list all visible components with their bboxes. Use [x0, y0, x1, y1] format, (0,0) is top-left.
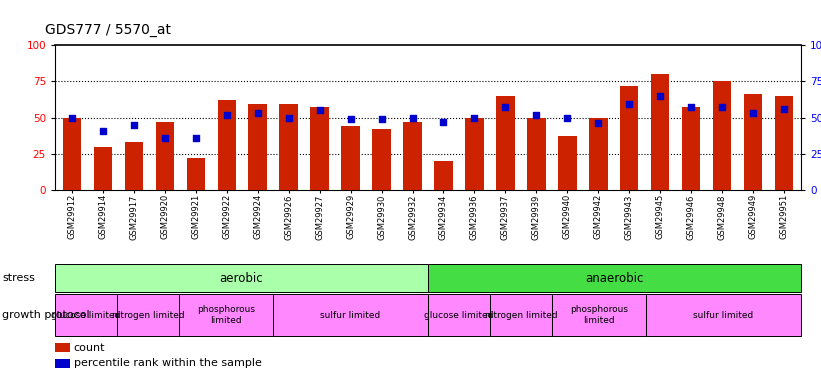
Point — [282, 114, 296, 120]
Bar — [273, 294, 428, 336]
Bar — [156, 122, 174, 190]
Point — [685, 104, 698, 110]
Point — [158, 135, 172, 141]
Bar — [249, 105, 267, 190]
Point — [96, 128, 109, 134]
Bar — [55, 294, 117, 336]
Point — [344, 116, 357, 122]
Bar — [527, 117, 546, 190]
Bar — [55, 343, 70, 352]
Bar — [117, 294, 179, 336]
Bar — [125, 142, 143, 190]
Bar — [713, 81, 732, 190]
Text: sulfur limited: sulfur limited — [320, 310, 380, 320]
Point — [127, 122, 140, 128]
Text: glucose limited: glucose limited — [52, 310, 121, 320]
Bar — [428, 264, 801, 292]
Point — [715, 104, 728, 110]
Point — [190, 135, 203, 141]
Text: count: count — [74, 343, 105, 352]
Bar — [342, 126, 360, 190]
Point — [622, 102, 635, 108]
Point — [468, 114, 481, 120]
Bar — [681, 107, 700, 190]
Bar — [94, 147, 112, 190]
Bar — [434, 161, 452, 190]
Bar — [55, 264, 428, 292]
Bar — [62, 117, 81, 190]
Bar — [589, 117, 608, 190]
Text: phosphorous
limited: phosphorous limited — [570, 305, 628, 325]
Text: phosphorous
limited: phosphorous limited — [197, 305, 255, 325]
Point — [251, 110, 264, 116]
Point — [592, 120, 605, 126]
Bar — [55, 359, 70, 368]
Bar — [496, 96, 515, 190]
Bar — [186, 158, 205, 190]
Point — [406, 114, 419, 120]
Text: stress: stress — [2, 273, 34, 283]
Bar — [466, 117, 484, 190]
Bar — [428, 294, 490, 336]
Point — [66, 114, 79, 120]
Bar — [651, 74, 669, 190]
Point — [375, 116, 388, 122]
Text: GDS777 / 5570_at: GDS777 / 5570_at — [45, 23, 171, 37]
Text: nitrogen limited: nitrogen limited — [485, 310, 557, 320]
Text: anaerobic: anaerobic — [585, 272, 644, 285]
Bar — [490, 294, 553, 336]
Point — [499, 104, 512, 110]
Point — [220, 112, 233, 118]
Point — [654, 93, 667, 99]
Text: aerobic: aerobic — [220, 272, 264, 285]
Bar — [620, 86, 639, 190]
Bar — [372, 129, 391, 190]
Point — [437, 119, 450, 125]
Point — [746, 110, 759, 116]
Point — [777, 106, 791, 112]
Bar — [558, 136, 576, 190]
Bar — [218, 100, 236, 190]
Point — [313, 107, 326, 113]
Text: percentile rank within the sample: percentile rank within the sample — [74, 358, 262, 368]
Bar — [279, 105, 298, 190]
Text: growth protocol: growth protocol — [2, 310, 89, 320]
Point — [530, 112, 543, 118]
Bar — [775, 96, 793, 190]
Bar — [403, 122, 422, 190]
Text: nitrogen limited: nitrogen limited — [112, 310, 185, 320]
Text: sulfur limited: sulfur limited — [693, 310, 754, 320]
Bar — [553, 294, 645, 336]
Bar — [179, 294, 273, 336]
Bar — [645, 294, 801, 336]
Bar — [744, 94, 763, 190]
Bar — [310, 107, 329, 190]
Point — [561, 114, 574, 120]
Text: glucose limited: glucose limited — [424, 310, 493, 320]
